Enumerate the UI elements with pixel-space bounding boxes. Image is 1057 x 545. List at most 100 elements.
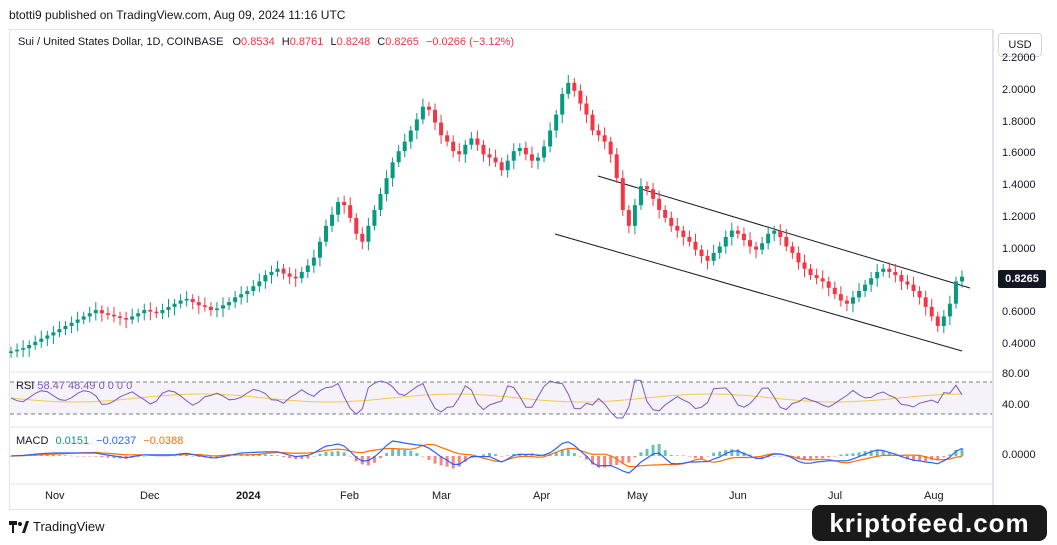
close-label: C [377,36,386,48]
candle-body [93,310,98,314]
macd-histogram-bar [821,456,825,459]
macd-label: MACD [16,435,49,447]
macd-histogram-bar [445,456,449,467]
macd-histogram-bar [912,456,916,462]
candle-body [790,246,795,253]
candle-body [953,281,958,304]
candle-body [687,236,692,242]
price-tick-label: 2.2000 [1002,52,1036,64]
macd-histogram-bar [591,456,595,465]
candle-body [905,281,910,285]
tradingview-brand: TradingView [33,519,105,534]
macd-histogram-bar [51,454,55,456]
macd-histogram-bar [306,456,310,459]
macd-histogram-bar [45,454,49,456]
candle-body [172,303,177,307]
candle-body [190,298,195,303]
macd-histogram-bar [439,456,443,466]
macd-histogram-bar [760,456,764,459]
candle-body [960,276,964,282]
macd-histogram-bar [378,456,382,459]
price-tick-label: 1.0000 [1002,242,1036,255]
candle-body [626,209,631,226]
macd-histogram-bar [554,452,558,456]
candle-body [196,302,201,306]
candle-body [766,233,771,244]
candle-body [596,130,601,136]
candle-body [881,268,886,272]
candle-body [947,303,952,317]
macd-histogram-bar [94,456,98,457]
candle-body [663,209,668,218]
macd-histogram-bar [282,456,286,458]
currency-button[interactable]: USD [998,33,1042,57]
macd-histogram-bar [833,456,837,457]
macd-histogram-bar [584,456,588,460]
chart-frame[interactable] [9,29,993,510]
rsi-tick-label: 40.00 [1002,399,1030,411]
candle-body [269,271,274,276]
macd-histogram-bar [845,453,849,456]
candle-body [124,317,129,320]
time-tick-label: Apr [533,490,551,502]
candle-body [844,300,849,304]
candle-body [505,160,510,171]
time-tick-label: Feb [340,490,359,502]
macd-histogram-bar [572,453,576,456]
candle-body [887,268,892,272]
candle-body [475,138,480,145]
macd-histogram-bar [675,455,679,456]
candle-body [481,144,486,155]
candle-body [63,325,68,330]
candle-body [820,278,825,282]
candle-body [693,241,698,250]
candle-body [439,122,444,136]
candle-body [160,310,165,314]
candle-body [275,268,280,272]
candle-body [632,205,637,226]
macd-histogram-bar [451,456,455,469]
candle-body [136,313,141,317]
candle-body [590,114,595,131]
candle-body [75,319,80,323]
symbol-title: Sui / United States Dollar, 1D, COINBASE [18,36,224,48]
macd-histogram-bar [766,456,770,458]
candle-body [917,290,922,298]
candle-body [711,252,716,261]
candle-body [214,308,219,311]
tradingview-logo[interactable]: TradingView [9,519,105,534]
candle-body [245,290,250,295]
candle-body [239,294,244,298]
last-price-tag: 0.8265 [998,270,1046,288]
candle-body [9,351,13,353]
macd-histogram-bar [887,453,891,456]
candle-body [523,147,528,155]
candle-body [760,243,765,250]
candle-body [620,178,625,210]
change-value: −0.0266 (−3.12%) [425,36,515,48]
macd-histogram-bar [875,449,879,456]
candle-body [208,306,213,311]
published-header: btotti9 published on TradingView.com, Au… [9,8,346,22]
candle-body [111,314,116,317]
candle-body [554,114,559,131]
macd-line-value: −0.0237 [96,435,137,447]
channel-upper-line [597,175,971,289]
price-tick-label: 1.4000 [1002,179,1036,192]
candle-body [572,82,577,91]
candle-body [705,256,710,261]
time-tick-label: Jul [828,490,843,502]
macd-histogram-bar [615,456,619,465]
macd-histogram-bar [409,450,413,456]
candle-body [735,230,740,234]
macd-histogram-bar [657,444,661,456]
candle-body [772,230,777,234]
macd-histogram-bar [215,456,219,458]
macd-histogram-bar [560,449,564,456]
candle-body [578,90,583,104]
macd-histogram-bar [288,456,292,459]
candle-body [511,151,516,161]
candle-body [105,313,110,315]
candle-body [729,230,734,237]
